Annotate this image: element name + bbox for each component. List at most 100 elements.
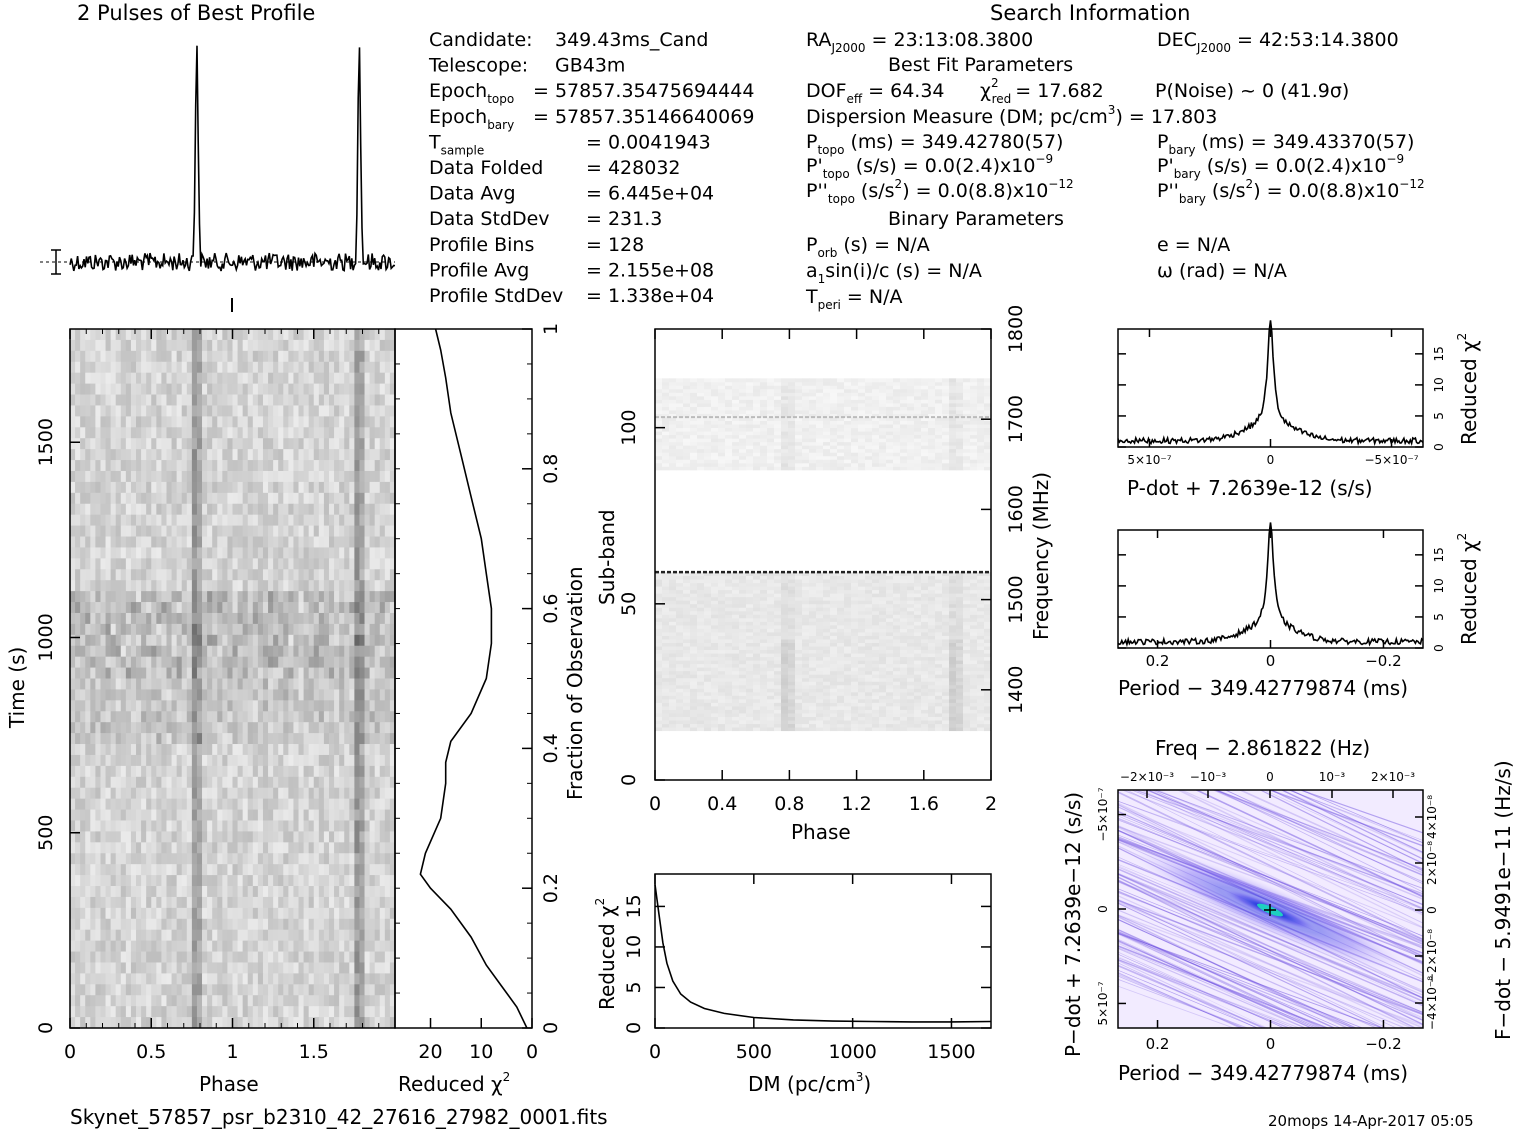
heatmap-cell (359, 733, 365, 745)
heatmap-cell (70, 372, 76, 385)
heatmap-cell (161, 940, 167, 952)
heatmap-cell (202, 470, 208, 483)
heatmap-cell (278, 372, 284, 385)
heatmap-cell (830, 681, 838, 686)
heatmap-cell (879, 716, 887, 721)
heatmap-cell (718, 727, 726, 732)
heatmap-cell (308, 918, 315, 931)
heatmap-cell (125, 875, 132, 887)
heatmap-cell (252, 765, 259, 778)
heatmap-cell (823, 677, 831, 682)
heatmap-cell (171, 514, 178, 526)
heatmap-cell (349, 634, 355, 647)
heatmap-cell (181, 722, 188, 734)
heatmap-cell (283, 886, 289, 898)
heatmap-cell (125, 907, 132, 920)
heatmap-cell (136, 339, 142, 352)
heatmap-cell (252, 733, 259, 745)
heatmap-cell (146, 711, 152, 723)
heatmap-cell (257, 689, 264, 701)
heatmap-cell (313, 361, 320, 374)
heatmap-cell (334, 558, 340, 570)
heatmap-cell (207, 416, 213, 428)
info-row: Profile Avg = 2.155e+08 (429, 259, 714, 281)
heatmap-cell (872, 720, 880, 725)
heatmap-cell (328, 525, 335, 537)
heatmap-cell (288, 372, 294, 385)
heatmap-cell (339, 634, 345, 647)
heatmap-cell (262, 383, 269, 395)
heatmap-cell (125, 995, 132, 1007)
heatmap-cell (202, 744, 208, 756)
x-tick-label: 20 (418, 1041, 442, 1063)
heatmap-cell (186, 569, 193, 581)
heatmap-cell (176, 689, 183, 701)
heatmap-cell (956, 713, 964, 717)
heatmap-cell (207, 492, 213, 505)
heatmap-cell (268, 962, 274, 974)
heatmap-cell (75, 558, 81, 570)
heatmap-cell (156, 929, 162, 942)
heatmap-cell (237, 372, 244, 385)
heatmap-cell (242, 984, 249, 996)
heatmap-cell (75, 634, 81, 647)
heatmap-cell (313, 634, 320, 647)
heatmap-cell (70, 503, 76, 516)
heatmap-cell (704, 695, 712, 700)
heatmap-cell (176, 427, 183, 439)
heatmap-cell (984, 684, 992, 689)
heatmap-cell (389, 569, 396, 581)
heatmap-cell (369, 765, 376, 778)
heatmap-cell (364, 372, 371, 385)
heatmap-cell (115, 831, 122, 843)
heatmap-cell (339, 580, 345, 592)
heatmap-cell (268, 831, 274, 843)
heatmap-cell (374, 831, 381, 843)
heatmap-cell (100, 634, 106, 647)
heatmap-cell (146, 514, 152, 526)
heatmap-cell (262, 558, 269, 570)
heatmap-cell (349, 886, 355, 898)
heatmap-cell (718, 709, 726, 714)
heatmap-cell (268, 372, 274, 385)
heatmap-cell (161, 372, 167, 385)
heatmap-cell (212, 733, 218, 745)
heatmap-cell (323, 372, 330, 385)
heatmap-cell (161, 416, 167, 428)
heatmap-cell (176, 973, 183, 985)
heatmap-cell (308, 361, 315, 374)
y-tick-label: 0.6 (540, 593, 562, 623)
info-row: Profile Bins = 128 (429, 234, 644, 256)
heatmap-cell (202, 580, 208, 592)
heatmap-cell (202, 689, 208, 701)
heatmap-cell (921, 681, 929, 686)
heatmap-cell (207, 470, 213, 483)
heatmap-cell (202, 514, 208, 526)
heatmap-cell (257, 645, 264, 658)
heatmap-cell (196, 809, 203, 821)
heatmap-cell (669, 706, 677, 710)
heatmap-cell (379, 940, 386, 952)
heatmap-cell (130, 689, 137, 701)
heatmap-cell (217, 1006, 223, 1018)
heatmap-cell (110, 405, 117, 417)
heatmap-cell (242, 1017, 249, 1029)
heatmap-cell (161, 460, 167, 472)
heatmap-cell (75, 394, 81, 406)
heatmap-cell (130, 350, 137, 363)
heatmap-cell (288, 427, 294, 439)
heatmap-cell (865, 713, 873, 717)
heatmap-cell (217, 951, 223, 963)
profile-plot (40, 45, 396, 312)
heatmap-cell (141, 329, 147, 341)
heatmap-cell (146, 361, 152, 374)
heatmap-cell (374, 853, 381, 865)
info-row: Tsample = 0.0041943 (428, 131, 711, 157)
heatmap-cell (136, 481, 142, 494)
heatmap-cell (683, 727, 691, 732)
heatmap-cell (676, 702, 684, 707)
heatmap-cell (298, 405, 304, 417)
heatmap-cell (328, 394, 335, 406)
heatmap-cell (921, 691, 929, 696)
heatmap-cell (970, 723, 978, 728)
